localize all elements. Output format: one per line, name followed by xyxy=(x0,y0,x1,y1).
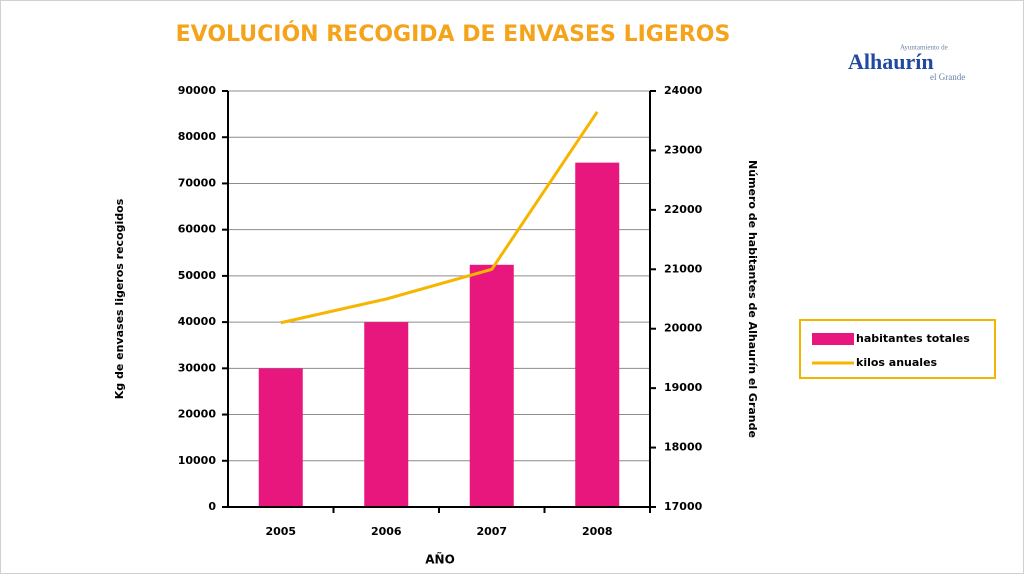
logo: Ayuntamiento de Alhaurín el Grande xyxy=(848,44,965,82)
x-tick-label: 2008 xyxy=(582,525,613,538)
legend-swatch xyxy=(812,333,854,345)
y-tick-label: 60000 xyxy=(178,223,217,236)
y-axis-label: Kg de envases ligeros recogidos xyxy=(113,198,126,399)
x-tick-label: 2005 xyxy=(265,525,296,538)
y-tick-label: 50000 xyxy=(178,269,217,282)
y-tick-label: 80000 xyxy=(178,130,217,143)
y2-axis-label: Número de habitantes de Alhaurín el Gran… xyxy=(746,160,759,438)
x-tick-label: 2007 xyxy=(476,525,507,538)
bar xyxy=(258,368,303,507)
y-tick-label: 30000 xyxy=(178,361,217,374)
bar xyxy=(575,162,620,507)
y-tick-label: 70000 xyxy=(178,176,217,189)
x-axis-label: AÑO xyxy=(425,552,455,567)
y2-tick-label: 19000 xyxy=(664,381,703,394)
chart-title: EVOLUCIÓN RECOGIDA DE ENVASES LIGEROS xyxy=(176,21,731,47)
y2-tick-label: 23000 xyxy=(664,143,703,156)
line xyxy=(280,110,599,325)
logo-text: el Grande xyxy=(930,72,965,82)
logo-text: Alhaurín xyxy=(848,49,934,74)
legend-label: kilos anuales xyxy=(856,356,938,369)
y2-tick-label: 18000 xyxy=(664,441,703,454)
x-tick-label: 2006 xyxy=(371,525,402,538)
y2-tick-label: 24000 xyxy=(664,84,703,97)
bar xyxy=(469,264,514,507)
legend-box xyxy=(799,319,996,379)
y2-tick-label: 20000 xyxy=(664,322,703,335)
legend-label: habitantes totales xyxy=(856,332,970,345)
y-tick-label: 10000 xyxy=(178,454,217,467)
y-tick-label: 20000 xyxy=(178,408,217,421)
bar xyxy=(364,322,409,507)
y2-tick-label: 21000 xyxy=(664,262,703,275)
logo-text: Ayuntamiento de xyxy=(900,44,948,52)
y-tick-label: 0 xyxy=(208,500,216,513)
y2-tick-label: 17000 xyxy=(664,500,703,513)
y-tick-label: 90000 xyxy=(178,84,217,97)
y-tick-label: 40000 xyxy=(178,315,217,328)
y2-tick-label: 22000 xyxy=(664,203,703,216)
